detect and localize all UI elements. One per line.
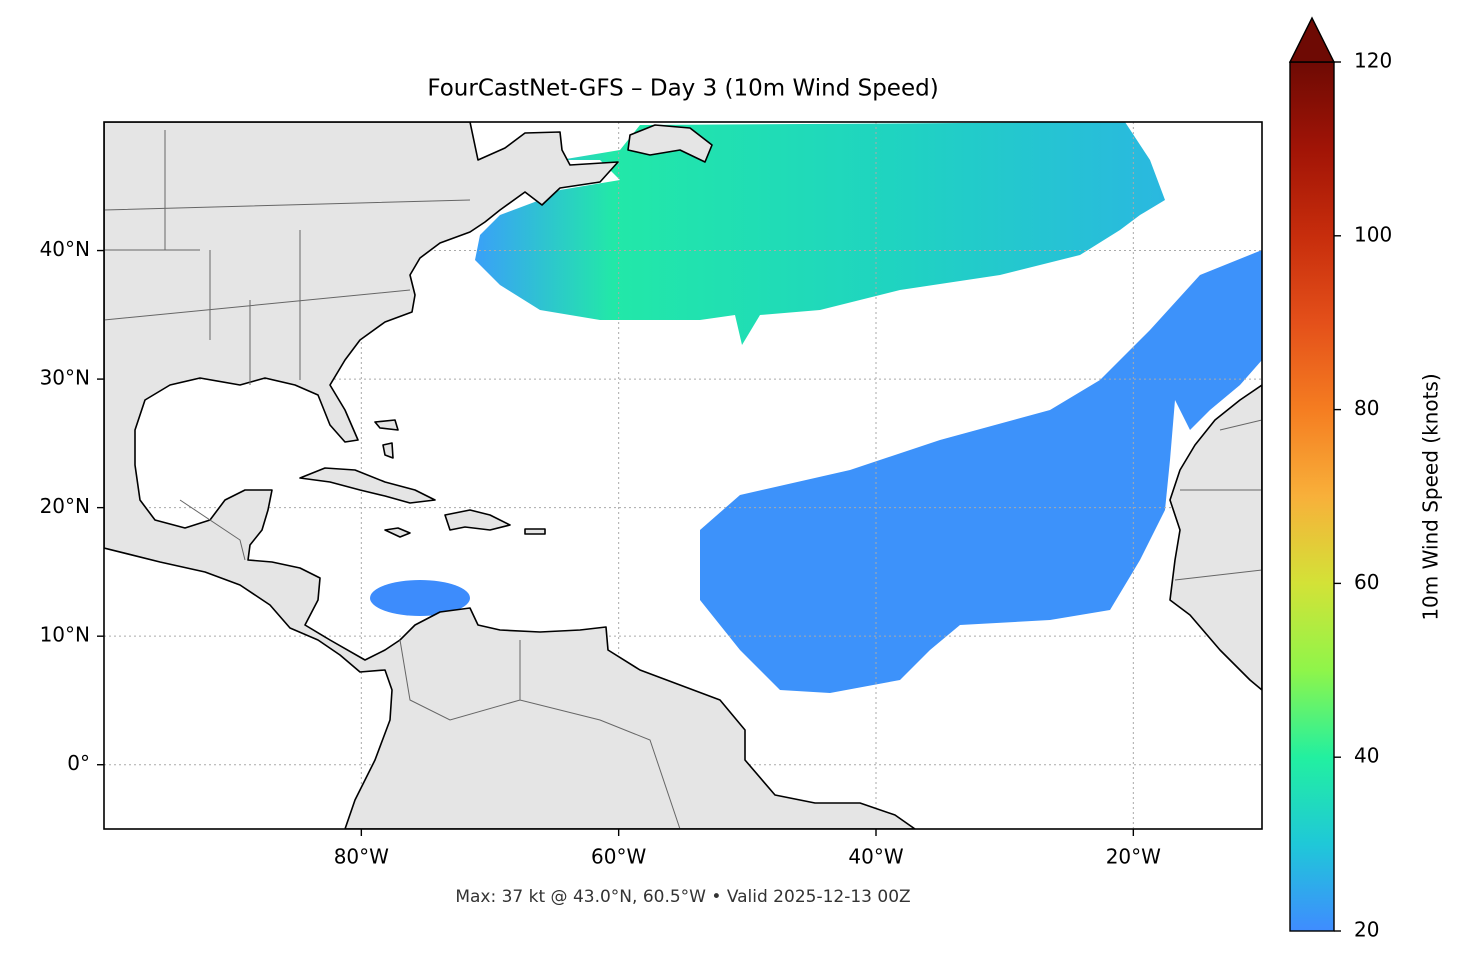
colorbar-tick-label: 120 [1354, 49, 1392, 73]
colorbar-tick-label: 20 [1354, 918, 1379, 942]
island-jamaica [384, 527, 411, 538]
island-cuba [299, 467, 436, 504]
island-bahamas [374, 419, 399, 459]
island-hispaniola [444, 509, 511, 531]
island-puerto-rico [524, 528, 546, 535]
colorbar-tick-label: 100 [1354, 222, 1392, 246]
colorbar-extension [1288, 16, 1336, 63]
wind-area [370, 580, 470, 616]
colorbar-tick-label: 40 [1354, 744, 1379, 768]
colorbar-tick-label: 80 [1354, 396, 1379, 420]
x-tick-label: 80°W [334, 845, 389, 869]
land-americas [104, 122, 916, 829]
y-tick-label: 40°N [40, 237, 90, 261]
y-tick-label: 0° [67, 751, 90, 775]
y-tick-label: 30°N [40, 366, 90, 390]
map-note: Max: 37 kt @ 43.0°N, 60.5°W • Valid 2025… [455, 887, 910, 907]
map-title: FourCastNet-GFS – Day 3 (10m Wind Speed) [427, 76, 938, 102]
wind-area [700, 250, 1262, 693]
island-newfoundland [627, 124, 713, 163]
y-tick-label: 10°N [40, 623, 90, 647]
colorbar-tick-label: 60 [1354, 570, 1379, 594]
x-tick-label: 40°W [848, 845, 903, 869]
wind-area [475, 122, 1165, 345]
borders [104, 130, 1262, 829]
map-area [104, 122, 1262, 829]
map-frame [103, 121, 1263, 830]
x-tick-label: 20°W [1106, 845, 1161, 869]
y-tick-label: 20°N [40, 494, 90, 518]
colorbar-label: 10m Wind Speed (knots) [1419, 373, 1443, 620]
colorbar [1289, 61, 1335, 932]
x-tick-label: 60°W [591, 845, 646, 869]
land-africa [1169, 384, 1262, 691]
